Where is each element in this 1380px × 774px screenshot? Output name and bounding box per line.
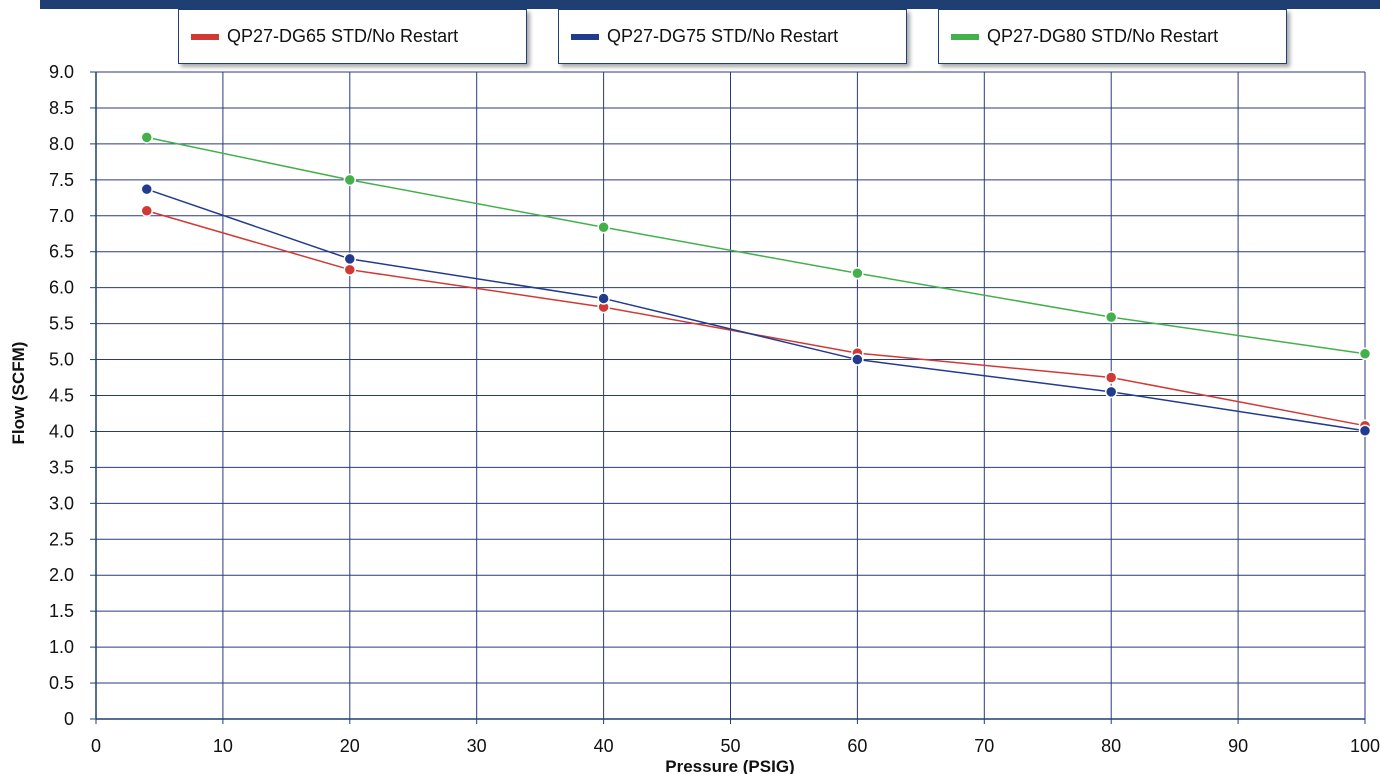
y-tick-label: 5.0 (49, 350, 74, 370)
y-tick-label: 2.0 (49, 565, 74, 585)
y-tick-label: 4.0 (49, 421, 74, 441)
series-line-0 (146, 210, 1366, 427)
legend-label-dg75: QP27-DG75 STD/No Restart (607, 26, 839, 46)
grid-layer (96, 71, 1366, 719)
y-tick-label: 1.0 (49, 637, 74, 657)
y-tick-label: 3.0 (49, 493, 74, 513)
legend-label-dg65: QP27-DG65 STD/No Restart (227, 26, 459, 46)
legend-item-dg75: QP27-DG75 STD/No Restart (558, 9, 907, 64)
y-tick-label: 7.0 (49, 206, 74, 226)
series-line-1 (146, 188, 1366, 432)
y-tick-label: 8.5 (49, 98, 74, 118)
x-tick-label: 60 (847, 736, 867, 756)
x-tick-label: 10 (213, 736, 233, 756)
x-tick-label: 90 (1228, 736, 1248, 756)
legend-swatch-dg80 (951, 33, 979, 40)
y-tick-label: 0 (64, 709, 74, 729)
y-tick-label: 0.5 (49, 673, 74, 693)
data-point-0-0 (140, 204, 154, 217)
y-tick-label: 6.5 (49, 242, 74, 262)
data-point-1-1 (343, 252, 357, 266)
label-layer: 0 0.5 1.0 1.5 2.0 2.5 3.0 3.5 4.0 4.5 5.0 5.5 6.0 6.5… (49, 62, 1380, 756)
series-line-2 (146, 136, 1366, 355)
x-tick-label: 0 (91, 736, 101, 756)
x-tick-label: 80 (1101, 736, 1121, 756)
x-tick-label: 20 (340, 736, 360, 756)
data-point-0-1 (343, 263, 357, 276)
data-point-1-3 (851, 353, 864, 366)
data-point-1-4 (1104, 385, 1118, 399)
y-tick-label: 4.5 (49, 386, 74, 406)
x-tick-label: 50 (720, 736, 740, 756)
x-tick-label: 70 (974, 736, 994, 756)
legend-item-dg80: QP27-DG80 STD/No Restart (938, 9, 1287, 64)
y-tick-label: 1.5 (49, 601, 74, 621)
y-tick-label: 5.5 (49, 314, 74, 334)
data-point-1-5 (1358, 424, 1372, 437)
data-point-2-4 (1104, 310, 1118, 324)
data-point-2-3 (851, 267, 864, 280)
y-tick-label: 2.5 (49, 529, 74, 549)
data-point-2-2 (597, 221, 610, 234)
series-layer (140, 131, 1372, 437)
data-point-2-5 (1358, 347, 1372, 361)
data-point-2-1 (343, 173, 357, 187)
y-tick-label: 7.5 (49, 170, 74, 190)
y-tick-label: 3.5 (49, 457, 74, 477)
data-point-0-4 (1104, 371, 1118, 384)
top-band (40, 0, 1380, 9)
x-axis-title: Pressure (PSIG) (665, 757, 794, 774)
x-tick-label: 40 (594, 736, 614, 756)
y-tick-label: 9.0 (49, 62, 74, 82)
x-tick-label: 30 (467, 736, 487, 756)
y-tick-label: 8.0 (49, 134, 74, 154)
axis-layer (90, 71, 1366, 724)
data-point-2-0 (140, 131, 154, 144)
x-tick-label: 100 (1350, 736, 1380, 756)
data-point-1-0 (140, 182, 154, 196)
legend-item-dg65: QP27-DG65 STD/No Restart (178, 9, 527, 64)
y-axis-title: Flow (SCFM) (9, 342, 28, 445)
legend-swatch-dg75 (571, 33, 599, 40)
y-tick-label: 6.0 (49, 278, 74, 298)
legend-label-dg80: QP27-DG80 STD/No Restart (987, 26, 1219, 46)
legend-swatch-dg65 (191, 33, 219, 40)
data-point-1-2 (597, 292, 610, 305)
